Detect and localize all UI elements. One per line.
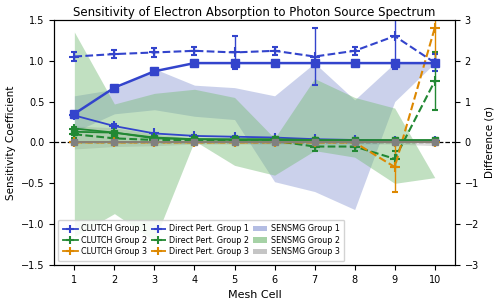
SENSMG Group 1 <box>112 86 117 89</box>
SENSMG Group 2 <box>152 136 158 140</box>
SENSMG Group 3 <box>192 141 198 144</box>
X-axis label: Mesh Cell: Mesh Cell <box>228 290 281 300</box>
SENSMG Group 2 <box>432 138 438 142</box>
SENSMG Group 2 <box>72 130 78 134</box>
SENSMG Group 1 <box>192 61 198 65</box>
SENSMG Group 3 <box>72 141 78 144</box>
SENSMG Group 1 <box>432 61 438 65</box>
SENSMG Group 3 <box>272 141 278 144</box>
SENSMG Group 1 <box>72 112 78 116</box>
Y-axis label: Difference (σ): Difference (σ) <box>484 106 494 178</box>
SENSMG Group 3 <box>392 141 398 144</box>
SENSMG Group 3 <box>312 141 318 144</box>
SENSMG Group 1 <box>312 61 318 65</box>
SENSMG Group 3 <box>152 141 158 144</box>
Legend: CLUTCH Group 1, CLUTCH Group 2, CLUTCH Group 3, Direct Pert. Group 1, Direct Per: CLUTCH Group 1, CLUTCH Group 2, CLUTCH G… <box>58 220 344 261</box>
Line: SENSMG Group 3: SENSMG Group 3 <box>71 139 438 146</box>
Line: SENSMG Group 1: SENSMG Group 1 <box>70 59 438 118</box>
Y-axis label: Sensitivity Coefficient: Sensitivity Coefficient <box>6 85 16 200</box>
Line: SENSMG Group 2: SENSMG Group 2 <box>71 129 438 143</box>
SENSMG Group 2 <box>272 137 278 141</box>
SENSMG Group 2 <box>192 137 198 141</box>
SENSMG Group 2 <box>392 138 398 142</box>
SENSMG Group 2 <box>352 138 358 142</box>
SENSMG Group 1 <box>352 61 358 65</box>
SENSMG Group 1 <box>232 61 237 65</box>
SENSMG Group 2 <box>112 131 117 134</box>
Title: Sensitivity of Electron Absorption to Photon Source Spectrum: Sensitivity of Electron Absorption to Ph… <box>74 6 436 19</box>
SENSMG Group 1 <box>392 61 398 65</box>
SENSMG Group 3 <box>112 141 117 144</box>
SENSMG Group 2 <box>312 138 318 142</box>
SENSMG Group 3 <box>352 141 358 144</box>
SENSMG Group 1 <box>152 69 158 73</box>
SENSMG Group 2 <box>232 137 237 141</box>
SENSMG Group 1 <box>272 61 278 65</box>
SENSMG Group 3 <box>232 141 237 144</box>
SENSMG Group 3 <box>432 141 438 144</box>
